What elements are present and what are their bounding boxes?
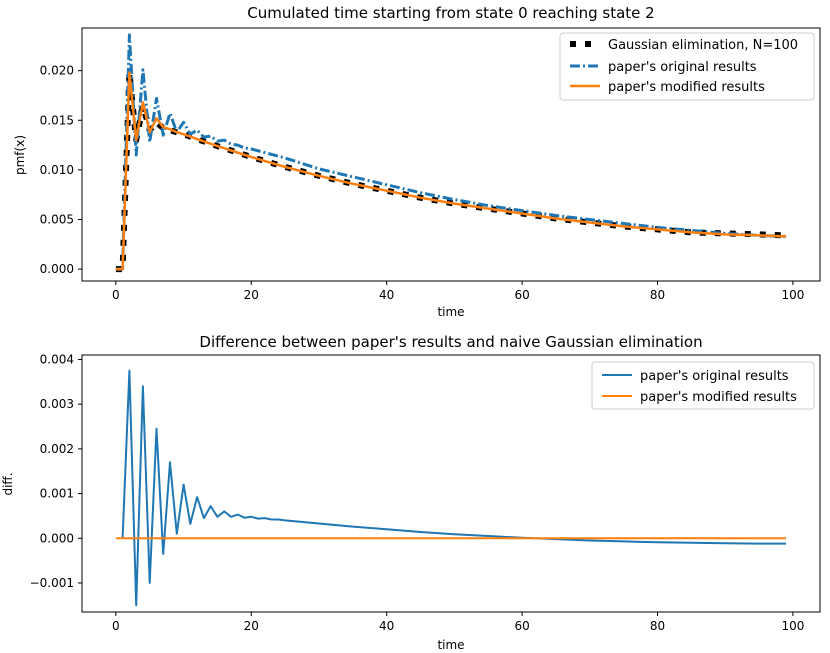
y-tick-label: 0.004 [40,352,74,366]
bottom-x-ticks: 0 20 40 60 80 100 [112,612,804,633]
series-line-gaussian-elimination-n-100 [115,69,787,273]
top-legend-label-modified: paper's modified results [608,80,765,95]
y-tick-label: 0.020 [40,64,74,78]
x-tick-label: 80 [650,288,665,302]
y-tick-label: 0.003 [40,397,74,411]
bottom-legend: paper's original results paper's modifie… [591,361,815,410]
top-legend: Gaussian elimination, N=100 paper's orig… [559,32,815,101]
top-x-ticks: 0 20 40 60 80 100 [112,281,804,302]
x-tick-label: 100 [781,288,804,302]
x-tick-label: 0 [112,288,120,302]
top-series [115,33,787,273]
top-y-axis-label: pmf(x) [13,135,27,175]
y-tick-label: 0.000 [40,262,74,276]
x-tick-label: 0 [112,619,120,633]
x-tick-label: 40 [379,619,394,633]
bottom-x-axis-label: time [437,638,464,652]
x-tick-label: 60 [514,619,529,633]
x-tick-label: 60 [514,288,529,302]
y-tick-label: 0.002 [40,442,74,456]
bottom-legend-label-original: paper's original results [640,369,789,384]
top-y-ticks: 0.000 0.005 0.010 0.015 0.020 [40,64,82,276]
series-line-paper-s-original-results [115,33,787,271]
series-line-paper-s-original-results [121,369,787,607]
bottom-series [115,369,787,607]
top-legend-label-original: paper's original results [608,60,757,75]
top-plot-area [81,27,821,282]
y-tick-label: 0.005 [40,212,74,226]
x-tick-label: 80 [650,619,665,633]
top-chart-title: Cumulated time starting from state 0 rea… [247,4,654,22]
bottom-y-ticks: −0.001 0.000 0.001 0.002 0.003 0.004 [30,352,82,590]
y-tick-label: 0.015 [40,113,74,127]
series-line-paper-s-modified-results [115,71,787,271]
bottom-plot-area [81,354,821,613]
top-legend-box [559,32,815,101]
bottom-y-axis-label: diff. [1,472,15,495]
x-tick-label: 100 [781,619,804,633]
y-tick-label: 0.001 [40,487,74,501]
bottom-chart-title: Difference between paper's results and n… [199,333,702,351]
y-tick-label: 0.000 [40,531,74,545]
top-legend-label-gaussian: Gaussian elimination, N=100 [608,38,798,53]
y-tick-label: −0.001 [30,576,74,590]
x-tick-label: 20 [244,619,259,633]
top-x-axis-label: time [437,305,464,319]
y-tick-label: 0.010 [40,163,74,177]
bottom-legend-label-modified: paper's modified results [640,390,797,405]
top-chart: Cumulated time starting from state 0 rea… [13,4,821,319]
x-tick-label: 20 [244,288,259,302]
bottom-chart: Difference between paper's results and n… [1,333,821,652]
bottom-legend-box [591,361,815,410]
x-tick-label: 40 [379,288,394,302]
